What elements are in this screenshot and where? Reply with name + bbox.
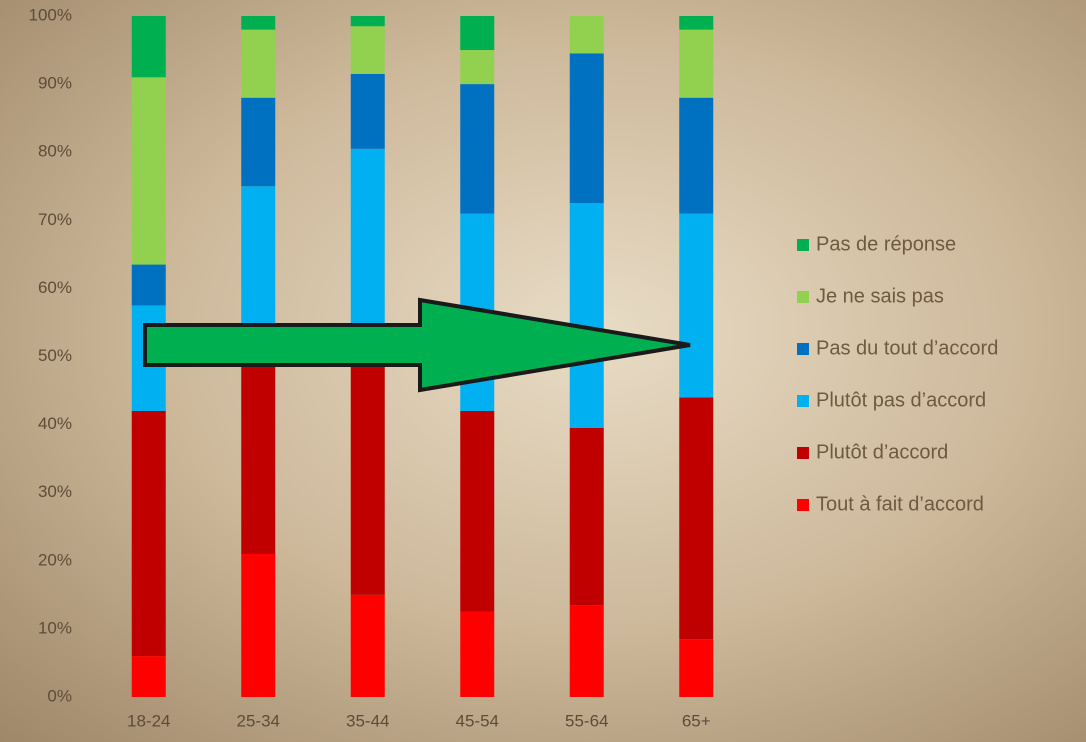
bar-segment: [679, 97, 714, 214]
bar-segment: [350, 148, 385, 357]
bar-segment: [460, 50, 495, 85]
legend-swatch: [797, 239, 809, 251]
legend-swatch: [797, 343, 809, 355]
bar-segment: [350, 73, 385, 149]
bar-segment: [350, 356, 385, 595]
y-tick-label: 40%: [38, 414, 72, 433]
y-tick-label: 20%: [38, 550, 72, 569]
y-tick-label: 0%: [47, 686, 72, 705]
bar-segment: [460, 84, 495, 214]
y-tick-label: 50%: [38, 346, 72, 365]
bar-segment: [460, 410, 495, 612]
bar-segment: [131, 410, 166, 657]
y-tick-label: 10%: [38, 618, 72, 637]
legend-swatch: [797, 395, 809, 407]
x-tick-label: 35-44: [346, 711, 389, 730]
plot: 0% 10% 20% 30% 40% 50% 60% 70% 80% 90% 100% 18-24 25…: [29, 5, 999, 730]
bar-segment: [241, 16, 276, 30]
bar-segment: [350, 16, 385, 27]
x-tick-label: 65+: [682, 711, 711, 730]
legend-label: Tout à fait d’accord: [816, 493, 984, 515]
y-tick-label: 70%: [38, 210, 72, 229]
bar-segment: [460, 16, 495, 51]
legend-label: Pas de réponse: [816, 233, 956, 255]
legend-label: Plutôt pas d’accord: [816, 389, 986, 411]
legend-label: Plutôt d’accord: [816, 441, 948, 463]
bar-segment: [241, 553, 276, 697]
legend-label: Je ne sais pas: [816, 285, 944, 307]
bar-segment: [679, 213, 714, 398]
bar-segment: [569, 605, 604, 697]
bar-segment: [679, 29, 714, 98]
bar-segment: [569, 53, 604, 204]
bar-segment: [131, 264, 166, 306]
bar-segment: [131, 77, 166, 265]
bar-segment: [679, 639, 714, 697]
legend-swatch: [797, 447, 809, 459]
x-tick-label: 25-34: [237, 711, 280, 730]
arrow: [143, 297, 691, 393]
x-tick-label: 45-54: [456, 711, 499, 730]
bar-segment: [460, 611, 495, 697]
bar-segment: [241, 29, 276, 98]
y-tick-label: 100%: [29, 5, 72, 24]
bar-segment: [350, 594, 385, 697]
x-tick-label: 18-24: [127, 711, 170, 730]
x-tick-label: 55-64: [565, 711, 608, 730]
y-tick-label: 60%: [38, 278, 72, 297]
bar-segment: [679, 16, 714, 30]
y-tick-label: 30%: [38, 482, 72, 501]
y-tick-label: 90%: [38, 74, 72, 93]
bar-segment: [679, 397, 714, 640]
bar-segment: [241, 97, 276, 187]
bar-segment: [241, 356, 276, 554]
y-tick-label: 80%: [38, 142, 72, 161]
bar-segment: [569, 16, 604, 54]
bar-segment: [569, 428, 604, 606]
legend-label: Pas du tout d’accord: [816, 337, 998, 359]
bar-segment: [350, 26, 385, 74]
bar-segment: [131, 16, 166, 78]
bar-segment: [131, 656, 166, 697]
legend-swatch: [797, 291, 809, 303]
legend-swatch: [797, 499, 809, 511]
bar-segment: [569, 203, 604, 429]
